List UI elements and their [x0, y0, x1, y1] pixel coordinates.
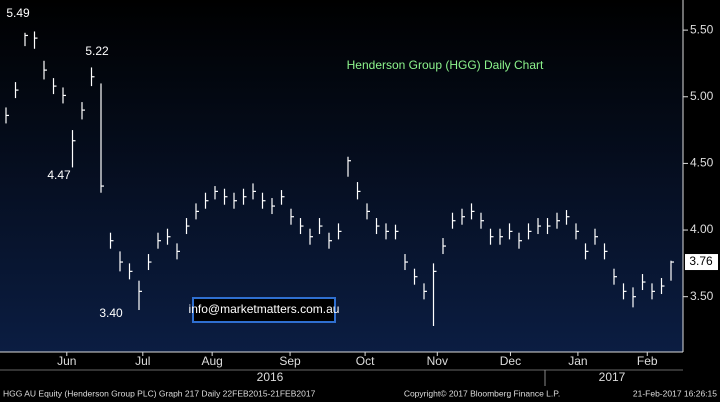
x-tick-label: Jun [57, 354, 76, 368]
x-tick-label: Oct [356, 354, 375, 368]
last-price-label: 3.76 [689, 254, 713, 268]
year-label: 2016 [257, 370, 284, 384]
y-tick-label: 3.50 [690, 289, 714, 303]
y-tick-label: 5.00 [690, 89, 714, 103]
x-tick-label: Nov [427, 354, 448, 368]
y-tick-label: 5.50 [690, 22, 714, 36]
watermark: info@marketmatters.com.au [189, 302, 340, 316]
x-tick-label: Dec [500, 354, 521, 368]
y-tick-label: 4.00 [690, 222, 714, 236]
plot-area [0, 0, 683, 352]
year-label: 2017 [599, 370, 626, 384]
x-tick-label: Jul [135, 354, 150, 368]
annotation: 3.40 [99, 306, 123, 320]
watermark-box [192, 297, 336, 323]
x-tick-label: Jan [568, 354, 587, 368]
footer-right: 21-Feb-2017 16:26:15 [633, 388, 717, 398]
x-tick-label: Sep [279, 354, 301, 368]
annotation: 4.47 [47, 168, 71, 182]
annotation: 5.22 [85, 44, 109, 58]
chart-title: Henderson Group (HGG) Daily Chart [347, 58, 544, 72]
y-tick-label: 4.50 [690, 156, 714, 170]
last-price-box [685, 254, 718, 271]
x-tick-label: Aug [201, 354, 222, 368]
footer-left: HGG AU Equity (Henderson Group PLC) Grap… [3, 388, 316, 398]
annotation: 5.49 [6, 6, 30, 20]
x-tick-label: Feb [637, 354, 658, 368]
footer-center: Copyright© 2017 Bloomberg Finance L.P. [404, 388, 560, 398]
